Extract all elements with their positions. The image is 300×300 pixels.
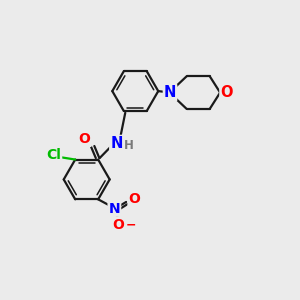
Text: O: O (79, 132, 91, 146)
Text: O: O (128, 192, 140, 206)
Text: N: N (110, 136, 123, 151)
Text: O: O (112, 218, 124, 232)
Text: O: O (220, 85, 233, 100)
Text: N: N (164, 85, 176, 100)
Text: H: H (124, 139, 134, 152)
Text: −: − (126, 218, 137, 231)
Text: Cl: Cl (46, 148, 61, 162)
Text: N: N (109, 202, 120, 216)
